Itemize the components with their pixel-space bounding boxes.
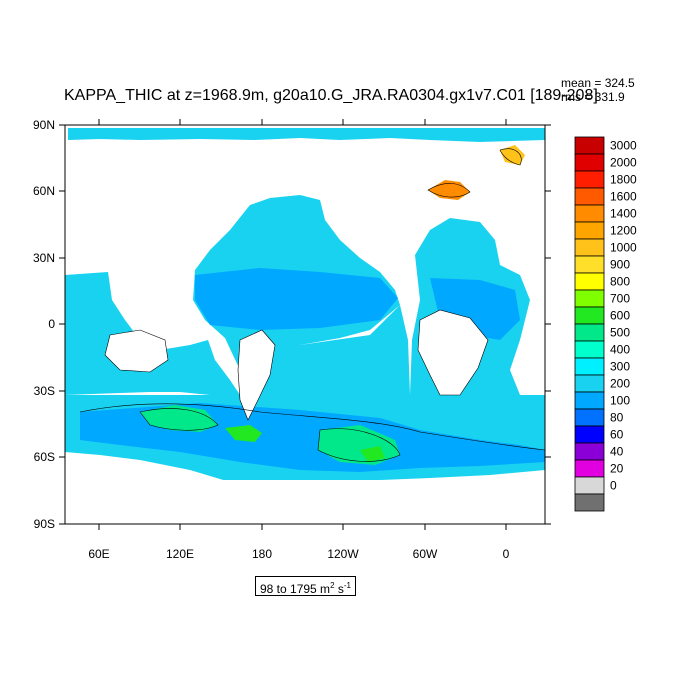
colorbar-swatch	[574, 272, 605, 291]
colorbar-swatch	[574, 493, 605, 512]
colorbar-swatch	[574, 238, 605, 257]
lat-label-30s: 30S	[34, 384, 55, 398]
colorbar-level-label: 200	[610, 377, 630, 391]
colorbar: 3000200018001600140012001000900800700600…	[574, 136, 637, 512]
colorbar-swatch	[574, 442, 605, 461]
lat-axis: 90N 60N 30N 0 30S 60S 90S	[33, 118, 551, 531]
colorbar-level-label: 40	[610, 445, 624, 459]
colorbar-swatch	[574, 306, 605, 325]
colorbar-swatch	[574, 323, 605, 342]
colorbar-swatch	[574, 340, 605, 359]
contour-lines	[79, 148, 546, 462]
colorbar-level-label: 800	[610, 275, 630, 289]
range-unit-mid: s	[334, 582, 344, 596]
lon-label-180: 180	[252, 547, 272, 561]
colorbar-swatch	[574, 408, 605, 427]
lon-label-60w: 60W	[413, 547, 438, 561]
land-antarctica	[65, 480, 545, 524]
colorbar-swatch	[574, 221, 605, 240]
colorbar-level-label: 20	[610, 462, 624, 476]
rms-stat: rms = 331.9	[561, 90, 625, 104]
colorbar-level-label: 0	[610, 479, 617, 493]
lon-label-120e: 120E	[166, 547, 194, 561]
range-text: 98 to 1795 m	[260, 582, 331, 596]
colorbar-level-label: 100	[610, 394, 630, 408]
indian-ocean	[65, 272, 240, 395]
mean-stat: mean = 324.5	[561, 76, 635, 90]
colorbar-swatch	[574, 289, 605, 308]
colorbar-level-label: 1200	[610, 224, 637, 238]
colorbar-swatch	[574, 153, 605, 172]
colorbar-level-label: 80	[610, 411, 624, 425]
colorbar-swatch	[574, 170, 605, 189]
range-unit-pow2: -1	[343, 581, 351, 590]
colorbar-level-label: 900	[610, 258, 630, 272]
colorbar-swatch	[574, 374, 605, 393]
colorbar-level-label: 700	[610, 292, 630, 306]
land-south-america	[237, 329, 276, 421]
south-pacific	[225, 305, 410, 395]
lat-label-eq: 0	[48, 317, 55, 331]
colorbar-level-label: 1400	[610, 207, 637, 221]
colorbar-level-label: 3000	[610, 139, 637, 153]
colorbar-swatch	[574, 204, 605, 223]
lat-label-60n: 60N	[33, 184, 55, 198]
high-patch-south-indian	[140, 405, 218, 432]
lon-label-0: 0	[503, 547, 510, 561]
colorbar-level-label: 60	[610, 428, 624, 442]
colorbar-level-label: 500	[610, 326, 630, 340]
colorbar-swatch	[574, 476, 605, 495]
colorbar-swatch	[574, 357, 605, 376]
colorbar-swatch	[574, 425, 605, 444]
colorbar-level-label: 1000	[610, 241, 637, 255]
land-australia	[104, 329, 169, 373]
high-patch-nordic	[500, 145, 525, 165]
colorbar-swatch	[574, 255, 605, 274]
lat-label-60s: 60S	[34, 450, 55, 464]
colorbar-level-label: 1800	[610, 173, 637, 187]
map-title: KAPPA_THIC at z=1968.9m, g20a10.G_JRA.RA…	[64, 87, 598, 104]
land-africa	[417, 309, 489, 396]
colorbar-swatch	[574, 391, 605, 410]
pacific-band	[195, 268, 398, 330]
lat-label-90n: 90N	[33, 118, 55, 132]
lon-axis: 60E 120E 180 120W 60W 0	[88, 119, 510, 561]
lon-label-120w: 120W	[327, 547, 359, 561]
colorbar-level-label: 400	[610, 343, 630, 357]
high-patch-drake	[225, 425, 262, 442]
lat-label-30n: 30N	[33, 251, 55, 265]
range-label: 98 to 1795 m2 s-1	[255, 576, 356, 596]
lat-label-90s: 90S	[34, 517, 55, 531]
range-unit-pow1: 2	[330, 581, 335, 590]
arctic-ocean	[68, 128, 545, 142]
colorbar-swatch	[574, 459, 605, 478]
high-patch-weddell	[360, 446, 385, 462]
colorbar-level-label: 300	[610, 360, 630, 374]
colorbar-level-label: 2000	[610, 156, 637, 170]
map-plot-area	[64, 124, 546, 525]
colorbar-level-label: 1600	[610, 190, 637, 204]
lon-label-60e: 60E	[88, 547, 109, 561]
colorbar-level-label: 600	[610, 309, 630, 323]
colorbar-swatch	[574, 187, 605, 206]
colorbar-swatch	[574, 136, 605, 155]
